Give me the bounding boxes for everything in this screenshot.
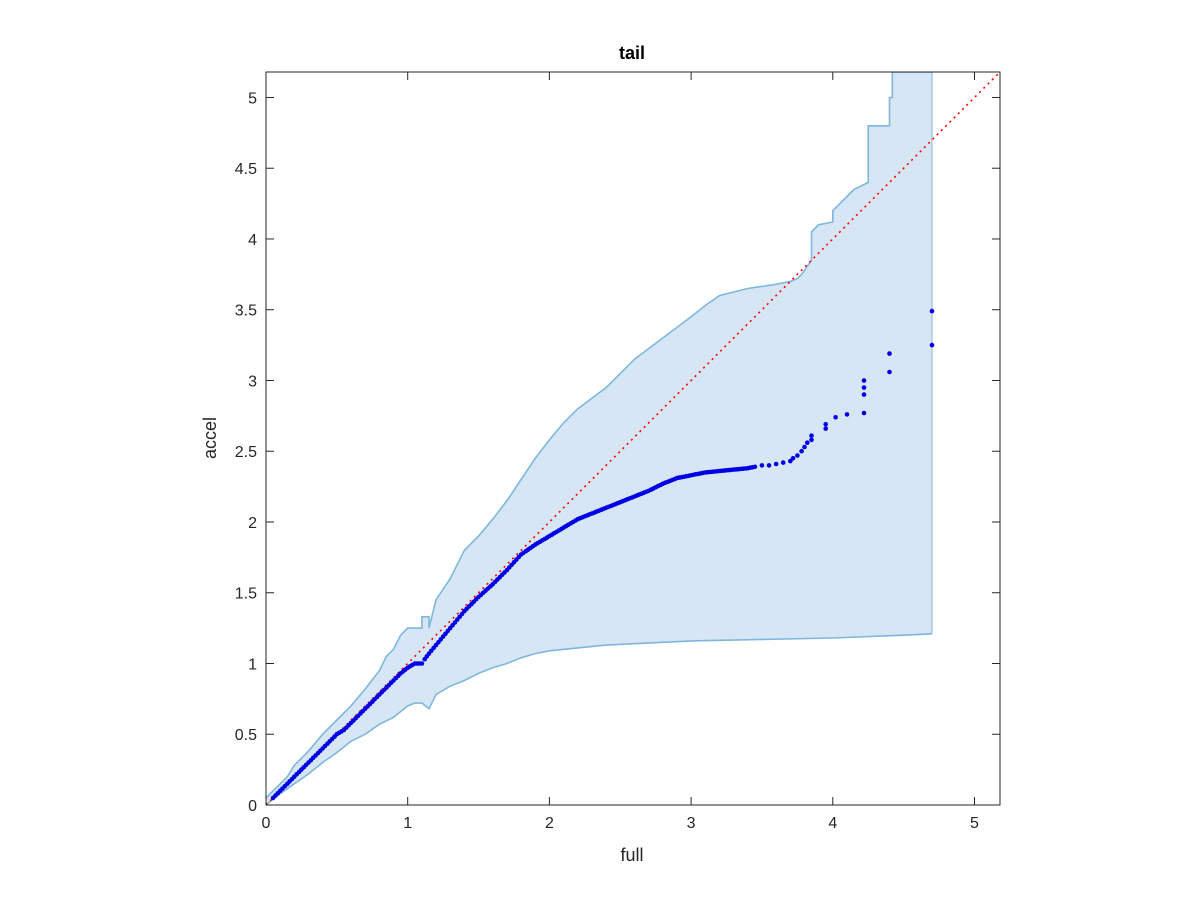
y-axis-label: accel (200, 417, 220, 459)
data-point (766, 463, 772, 468)
chart-title: tail (619, 43, 645, 63)
x-tick-label: 4 (828, 815, 837, 832)
data-point (887, 351, 892, 356)
data-point (844, 412, 850, 417)
data-point (795, 453, 800, 458)
data-point (887, 369, 892, 375)
data-point (929, 342, 935, 348)
y-tick-label: 5 (248, 90, 257, 107)
data-point (805, 440, 810, 446)
x-tick-label: 3 (687, 815, 696, 832)
data-point (802, 444, 807, 450)
data-point (790, 456, 796, 461)
data-point (861, 392, 867, 397)
data-point (419, 661, 425, 666)
y-tick-label: 3.5 (235, 303, 257, 320)
y-tick-label: 3 (248, 373, 257, 390)
x-tick-label: 0 (262, 815, 271, 832)
data-point (861, 378, 867, 383)
data-point (780, 460, 786, 465)
data-point (861, 385, 867, 390)
data-point (823, 426, 828, 431)
y-tick-label: 4.5 (235, 161, 257, 178)
data-point (752, 464, 758, 470)
y-tick-label: 2 (248, 515, 257, 532)
y-tick-label: 0.5 (235, 727, 257, 744)
x-tick-label: 2 (545, 815, 554, 832)
x-tick-label: 1 (403, 815, 412, 832)
data-point (809, 437, 814, 443)
data-point (833, 415, 838, 420)
x-axis-label: full (620, 845, 643, 865)
band-lower-edge (266, 633, 933, 805)
data-point (773, 461, 779, 467)
plot-content (266, 72, 1000, 805)
reference-line (266, 72, 1000, 805)
y-tick-label: 1 (248, 656, 257, 673)
y-tick-label: 2.5 (235, 444, 257, 461)
data-point (861, 410, 867, 416)
data-point (759, 463, 765, 468)
y-tick-label: 4 (248, 232, 257, 249)
data-point (823, 422, 828, 427)
data-point (929, 308, 935, 314)
confidence-band (266, 72, 932, 805)
data-point (809, 433, 814, 439)
y-tick-label: 0 (248, 798, 257, 815)
data-point (788, 458, 793, 464)
x-tick-label: 5 (970, 815, 979, 832)
band-upper-edge (266, 72, 932, 799)
plot-area: 0 1 2 3 4 5 0 0.5 1 1.5 2 2.5 3 3.5 4 4.5 5 (235, 71, 1001, 832)
data-point (799, 448, 804, 454)
axes-box (265, 71, 1001, 806)
y-tick-label: 1.5 (235, 586, 257, 603)
